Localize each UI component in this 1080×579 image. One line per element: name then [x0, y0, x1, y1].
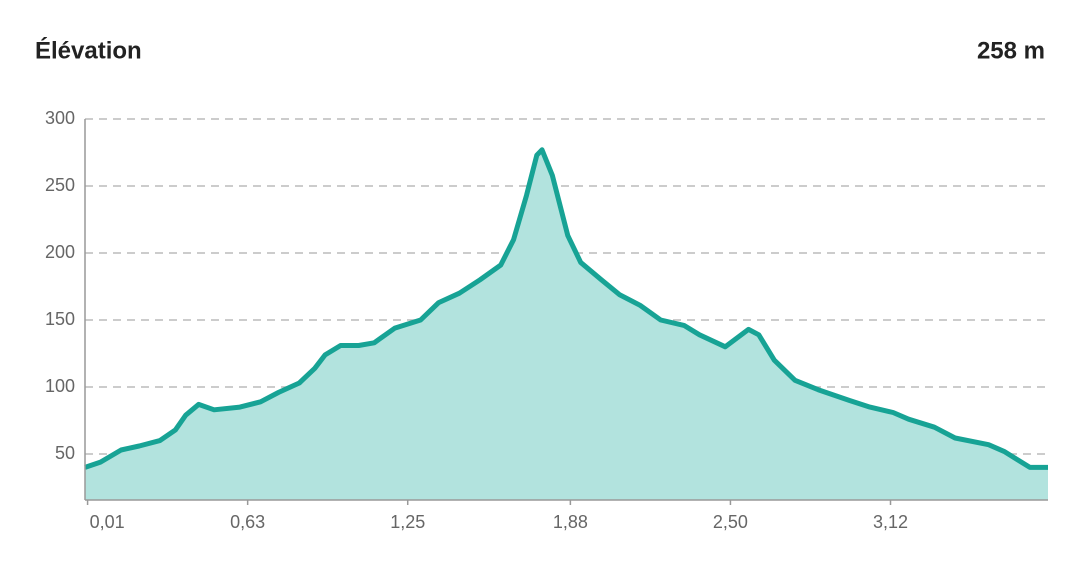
x-tick-label: 1,25	[390, 512, 425, 532]
x-tick-label: 3,12	[873, 512, 908, 532]
y-tick-label: 100	[45, 376, 75, 396]
x-tick-label: 1,88	[553, 512, 588, 532]
x-tick-label: 0,01	[90, 512, 125, 532]
area	[85, 149, 1048, 501]
x-tick-label: 0,63	[230, 512, 265, 532]
current-elevation: 258 m	[977, 37, 1045, 64]
y-tick-label: 50	[55, 443, 75, 463]
y-tick-label: 150	[45, 309, 75, 329]
line	[84, 147, 1048, 470]
y-tick-label: 200	[45, 242, 75, 262]
y-tick-label: 250	[45, 175, 75, 195]
title: Élévation	[35, 36, 142, 64]
y-tick-label: 300	[45, 108, 75, 128]
x-tick-label: 2,50	[713, 512, 748, 532]
